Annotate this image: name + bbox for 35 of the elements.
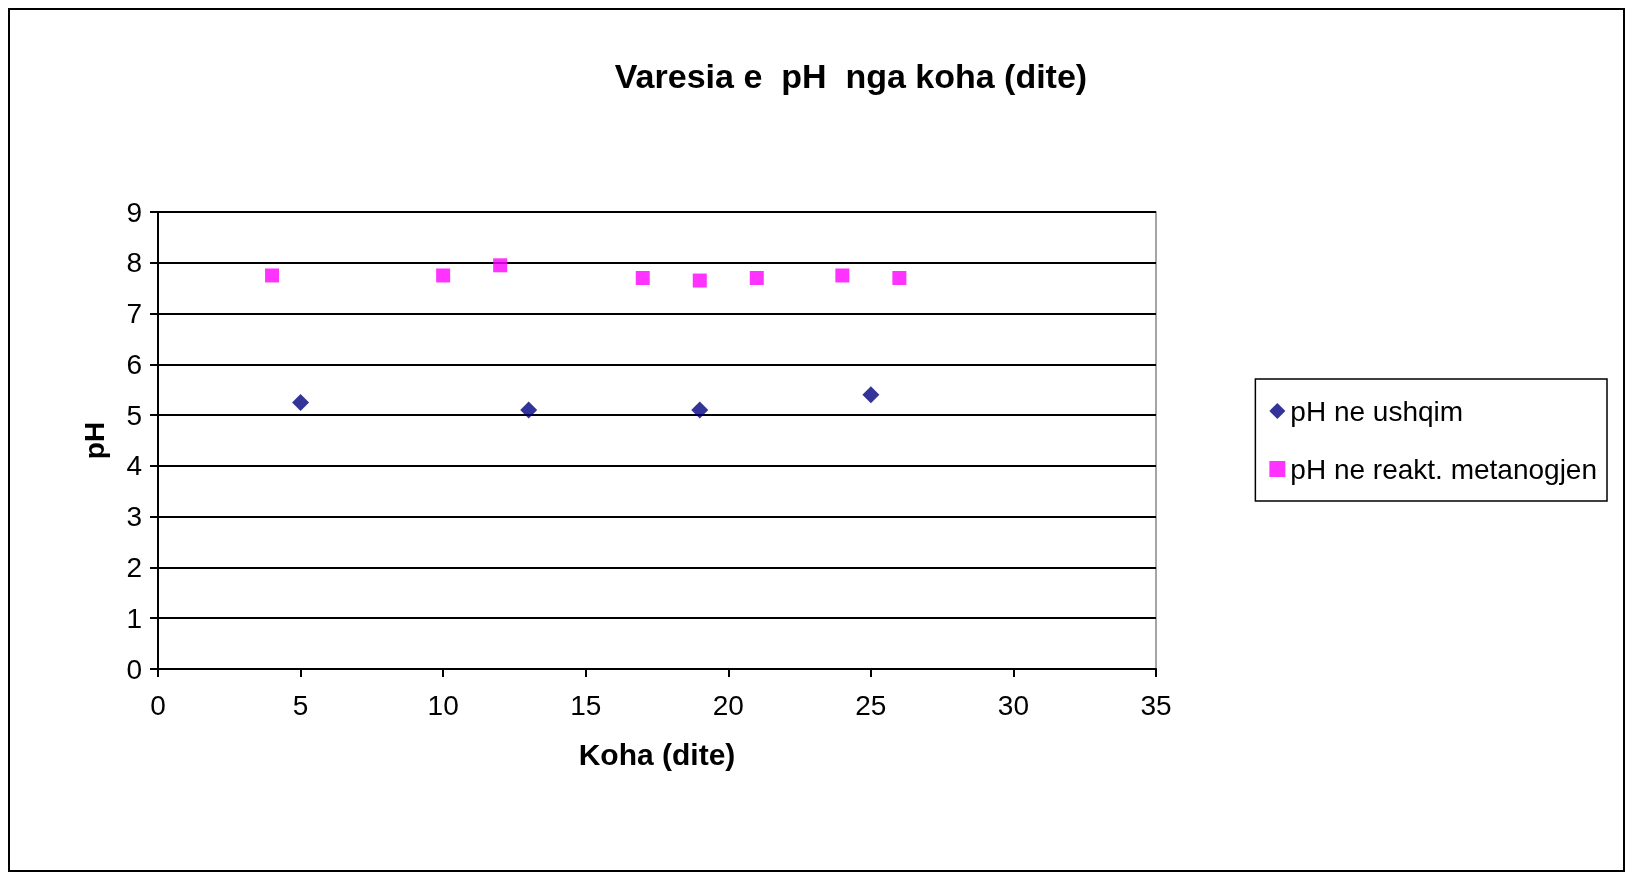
y-tick-label: 6 — [126, 348, 142, 380]
y-tick-label: 4 — [126, 450, 142, 482]
x-tick-label: 15 — [570, 689, 602, 721]
y-tick-label: 2 — [126, 551, 142, 583]
point — [292, 393, 310, 411]
x-tick-label: 5 — [292, 689, 309, 721]
point — [692, 273, 707, 288]
point — [862, 386, 880, 404]
chart-title: Varesia e pH nga koha (dite) — [614, 57, 1088, 95]
point — [691, 401, 709, 419]
x-tick-label: 10 — [427, 689, 459, 721]
x-tick-label: 20 — [712, 689, 744, 721]
legend-label: pH ne ushqim — [1290, 395, 1464, 427]
y-tick-label: 8 — [126, 247, 142, 279]
y-tick-label: 0 — [126, 653, 142, 685]
y-axis-title: pH — [78, 421, 110, 460]
y-tick-label: 1 — [126, 602, 142, 634]
point — [493, 258, 508, 273]
x-axis-title: Koha (dite) — [578, 737, 736, 771]
legend-label: pH ne reakt. metanogjen — [1290, 453, 1598, 485]
y-tick-label: 3 — [126, 501, 142, 533]
point — [635, 271, 650, 286]
point — [835, 268, 850, 283]
y-tick-label: 5 — [126, 399, 142, 431]
x-tick-label: 35 — [1140, 689, 1172, 721]
y-tick-label: 9 — [126, 196, 142, 228]
point — [892, 271, 907, 286]
x-tick-label: 0 — [150, 689, 166, 721]
point — [520, 401, 538, 419]
x-tick-label: 30 — [997, 689, 1030, 721]
point — [436, 268, 451, 283]
point — [265, 268, 280, 283]
x-tick-label: 25 — [855, 689, 887, 721]
point — [749, 271, 764, 286]
y-tick-label: 7 — [126, 298, 142, 330]
